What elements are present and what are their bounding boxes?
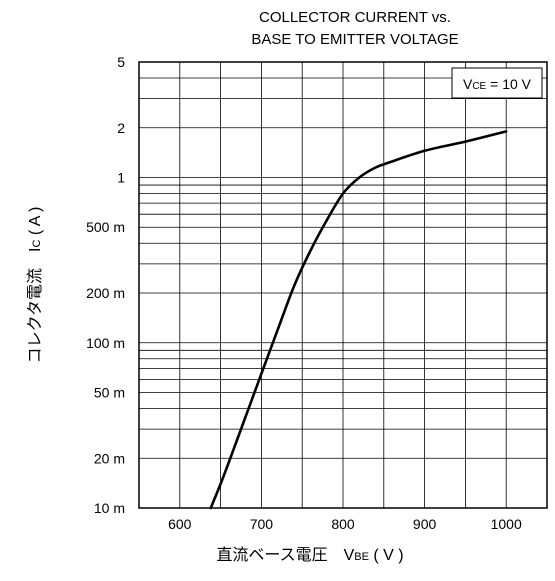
chart-title-line-1: COLLECTOR CURRENT vs. bbox=[259, 9, 451, 26]
y-tick-label: 10 m bbox=[94, 500, 125, 516]
y-tick-label: 50 m bbox=[94, 384, 125, 400]
series-layer bbox=[209, 130, 508, 510]
y-tick-label: 500 m bbox=[86, 219, 125, 235]
y-tick-label: 20 m bbox=[94, 450, 125, 466]
x-tick-label: 1000 bbox=[491, 516, 522, 532]
condition-annotation-text: VCE = 10 V bbox=[463, 76, 532, 92]
condition-annotation-box bbox=[451, 67, 543, 99]
x-tick-label: 800 bbox=[331, 516, 355, 532]
y-tick-labels: 5 2 1 500 m 200 m 100 m 50 m 20 m 10 m bbox=[86, 54, 125, 516]
y-tick-label: 2 bbox=[117, 120, 125, 136]
y-tick-label: 1 bbox=[117, 170, 125, 186]
y-tick-label: 200 m bbox=[86, 285, 125, 301]
x-tick-label: 900 bbox=[413, 516, 437, 532]
condition-annotation: VCE = 10 V bbox=[451, 67, 543, 99]
y-axis-label: コレクタ電流 IC ( A ) bbox=[26, 207, 44, 364]
ic-vbe-curve bbox=[209, 130, 508, 510]
chart-title-line-2: BASE TO EMITTER VOLTAGE bbox=[251, 31, 458, 48]
y-tick-label: 5 bbox=[117, 54, 125, 70]
x-tick-label: 600 bbox=[168, 516, 192, 532]
grid bbox=[139, 62, 547, 508]
x-tick-labels: 600 700 800 900 1000 bbox=[168, 516, 522, 532]
y-tick-label: 100 m bbox=[86, 335, 125, 351]
x-axis-label: 直流ベース電圧 VBE ( V ) bbox=[216, 546, 403, 564]
x-tick-label: 700 bbox=[250, 516, 274, 532]
plot-frame bbox=[138, 61, 548, 509]
